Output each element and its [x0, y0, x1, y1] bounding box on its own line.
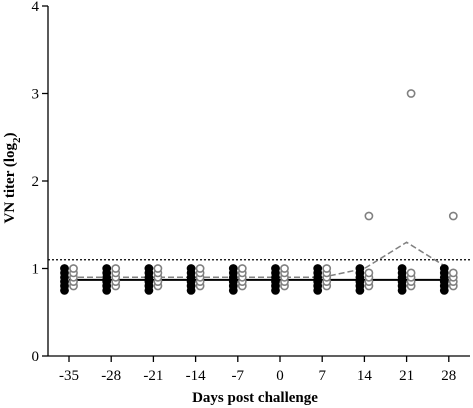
- x-tick-label: 0: [276, 368, 284, 384]
- data-point-filled: [439, 264, 449, 273]
- data-point-filled: [397, 264, 407, 273]
- data-point-open: [406, 89, 416, 98]
- y-tick-label: 1: [32, 262, 40, 278]
- data-point-open: [195, 264, 205, 273]
- data-point-filled: [144, 264, 154, 273]
- x-tick-label: -21: [143, 368, 163, 384]
- data-point-filled: [313, 264, 323, 273]
- y-tick-label: 3: [32, 87, 40, 103]
- data-point-filled: [271, 264, 280, 273]
- series-mean-line-dashed: [69, 241, 450, 279]
- data-point-open: [448, 211, 458, 221]
- x-axis-title: Days post challenge: [192, 390, 318, 406]
- x-tick-label: 7: [318, 368, 326, 384]
- y-axis-title-main: VN titer (log: [2, 142, 18, 223]
- data-point-filled: [102, 264, 112, 273]
- y-axis-title-close: ): [2, 132, 18, 137]
- y-tick-label: 4: [32, 0, 40, 15]
- data-points-layer: [60, 89, 458, 295]
- x-tick-label: 28: [441, 368, 456, 384]
- x-tick-label: -28: [101, 368, 121, 384]
- y-axis-title-subscript: 2: [11, 137, 23, 143]
- x-tick-label: -7: [232, 368, 245, 384]
- data-point-filled: [186, 264, 196, 273]
- data-point-open: [364, 268, 374, 278]
- x-tick-label: -35: [59, 368, 79, 384]
- y-tick-label: 0: [32, 349, 40, 365]
- data-point-open: [448, 268, 458, 278]
- data-point-open: [111, 264, 121, 273]
- data-point-filled: [228, 264, 238, 273]
- series-lines-layer: [69, 241, 450, 281]
- data-point-open: [322, 264, 332, 273]
- data-point-open: [280, 264, 289, 273]
- data-point-open: [406, 268, 416, 278]
- data-point-open: [237, 264, 247, 273]
- x-tick-label: -14: [186, 368, 206, 384]
- axes-layer: 0 1 2 3 4 -35 -28 -21 -14 -7 0 7 14 21 28: [32, 0, 470, 384]
- y-axis-title: VN titer (log2): [2, 132, 23, 223]
- data-point-filled: [60, 264, 69, 273]
- data-point-open: [153, 264, 163, 273]
- y-tick-label: 2: [32, 174, 40, 190]
- data-point-open: [364, 211, 374, 221]
- x-tick-label: 21: [399, 368, 414, 384]
- x-tick-label: 14: [357, 368, 373, 384]
- data-point-open: [69, 264, 78, 273]
- data-point-filled: [355, 264, 365, 273]
